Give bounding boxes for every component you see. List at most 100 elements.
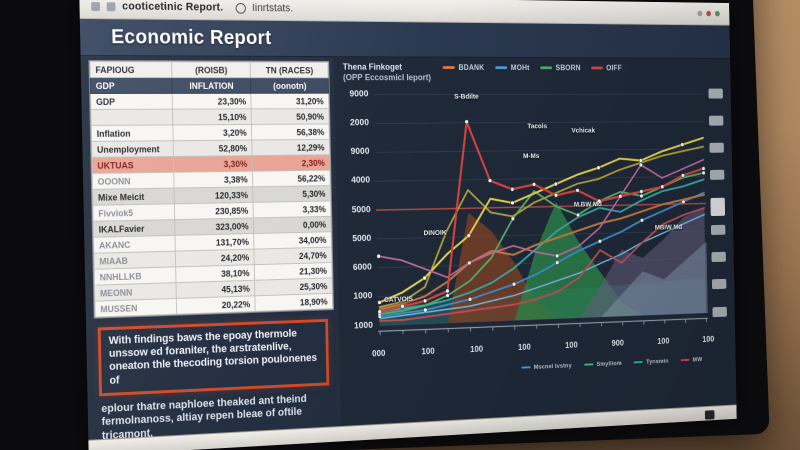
window-controls [697,10,720,17]
marker-red-main [401,304,405,308]
taskbar-icon[interactable] [704,410,715,420]
metric-value: 12,29% [252,139,330,156]
chart-svg [374,86,709,340]
y-axis-label: 9000 [349,88,369,99]
marker-red-main [702,166,705,170]
marker-yellow [681,142,684,146]
metric-value: 52,80% [172,140,253,157]
marker-pink [377,254,381,258]
marker-red-main [532,182,536,186]
metric-value: 323,00% [174,217,254,236]
maximize-dot-icon[interactable] [714,10,720,17]
col-header[interactable]: INFLATION [171,77,252,94]
left-panel: FAPIOUG (ROISB) TN (RACES) GDP INFLATION… [81,56,341,450]
legend-item[interactable]: OIFF [591,64,622,72]
marker-pink [639,163,643,167]
marker-yellow [639,158,643,162]
browser-app-icon[interactable] [106,1,116,11]
legend-item[interactable]: BDANK [442,63,484,72]
x-axis-label: 100 [421,345,435,356]
report-table: FAPIOUG (ROISB) TN (RACES) GDP INFLATION… [89,61,333,318]
metric-value: 120,33% [173,186,254,204]
col-header[interactable]: (ROISB) [171,61,251,78]
right-axis-label-block [711,279,727,290]
minimize-dot-icon[interactable] [697,10,703,17]
legend-item[interactable]: MOHt [495,63,530,72]
metric-label: Fivviok5 [92,203,175,222]
legend-item[interactable]: Smylliom [584,360,622,368]
right-axis-label-block [708,88,723,99]
legend-label: Tynsmin [646,357,669,366]
right-axis-label-block [711,251,726,263]
browser-menu-icon[interactable] [91,1,101,11]
table-row: GDP 23,30% 31,20% [90,93,329,110]
right-axis-label-block [710,224,726,235]
legend-label: Smylliom [596,359,622,368]
legend-dash-icon [591,66,603,70]
area-brown-area [445,210,559,323]
area-green-area [512,199,644,320]
y-axis-label: 6000 [352,261,372,273]
x-axis-label: 100 [470,343,484,354]
annotation-label: S-Bdilte [454,92,479,101]
x-axis-label: 000 [371,347,386,358]
marker-blue [555,260,559,264]
legend-dash-icon [680,358,690,362]
y-axis-label: 5000 [351,204,371,215]
tab-title[interactable]: cooticetinic Report. [122,0,224,14]
chart-area: 9000 2000 9000 4000 5000 5000 6000 1000 1000 S-B… [343,86,729,366]
legend-dash-icon [495,66,508,70]
metric-label: Mixe Meicit [92,188,175,206]
legend-dash-icon [521,366,531,369]
legend-label: Mscnel Ivstny [533,362,572,371]
annotation-label: M.BW Md [573,199,602,209]
marker-pink [555,253,559,257]
metric-value: 230,85% [174,202,254,220]
legend-label: OIFF [606,63,622,73]
annotation-label: Tacois [527,121,548,131]
annotation-label: Vchicak [571,126,596,135]
metric-label: OOONN [92,172,174,190]
legend-item[interactable]: Tynsmin [633,357,669,366]
status-text: Iinrtstats. [251,2,294,15]
plot-region: S-Bdilte Tacois Vchicak M-Ms M.BW Md DINOIK MB… [374,86,709,340]
legend-label: SBORN [555,63,581,73]
col-header[interactable]: (oonotn) [250,77,329,94]
col-header[interactable]: GDP [90,77,172,94]
metric-label: MUSSEN [94,298,177,318]
col-header[interactable]: TN (RACES) [250,62,329,78]
close-dot-icon[interactable] [706,10,712,17]
y-axis-label: 2000 [349,117,370,128]
marker-red-main [488,178,492,182]
x-axis-label: 100 [565,339,578,350]
main-content: FAPIOUG (ROISB) TN (RACES) GDP INFLATION… [81,56,737,450]
metric-label: GDP [90,93,173,110]
y-axis-label: 1000 [353,290,373,302]
legend-item[interactable]: MW [680,356,703,363]
legend-label: MOHt [510,63,530,72]
marker-blue [640,218,644,222]
marker-yellow [423,275,427,279]
marker-red-main [576,188,580,192]
legend-label: MW [692,356,703,363]
marker-red-main [619,194,623,198]
right-axis-label-block [709,142,724,153]
marker-yellow [378,300,382,304]
y-axis-label: 4000 [351,175,371,186]
chart-legend-top: BDANK MOHt SBORN OIFF [442,63,622,73]
right-axis-labels [707,86,729,326]
legend-item[interactable]: Mscnel Ivstny [521,362,572,371]
right-axis-label-block [708,115,724,126]
page-title: Economic Report [110,25,272,49]
legend-item[interactable]: SBORN [540,63,581,73]
col-header[interactable]: FAPIOUG [89,61,172,78]
metric-value: 3,30% [173,155,253,173]
chart-header: Thena Finkoget (OPP Eccosmicl Ieport) BD… [343,62,725,84]
marker-yellow [597,165,601,169]
annotation-label: DINOIK [423,227,447,237]
gridline [375,148,705,152]
marker-red-main [423,298,427,302]
metric-value: 56,38% [251,123,330,141]
marker-green [446,293,450,297]
